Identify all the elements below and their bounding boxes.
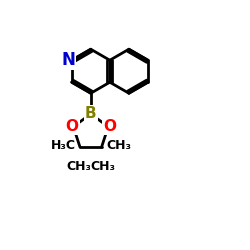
Text: CH₃: CH₃ (90, 160, 115, 173)
Text: CH₃: CH₃ (106, 140, 131, 152)
Text: O: O (103, 119, 116, 134)
Text: B: B (85, 106, 96, 122)
Text: H₃C: H₃C (50, 140, 76, 152)
Text: CH₃: CH₃ (66, 160, 91, 173)
Text: O: O (66, 119, 78, 134)
Text: N: N (61, 51, 75, 69)
